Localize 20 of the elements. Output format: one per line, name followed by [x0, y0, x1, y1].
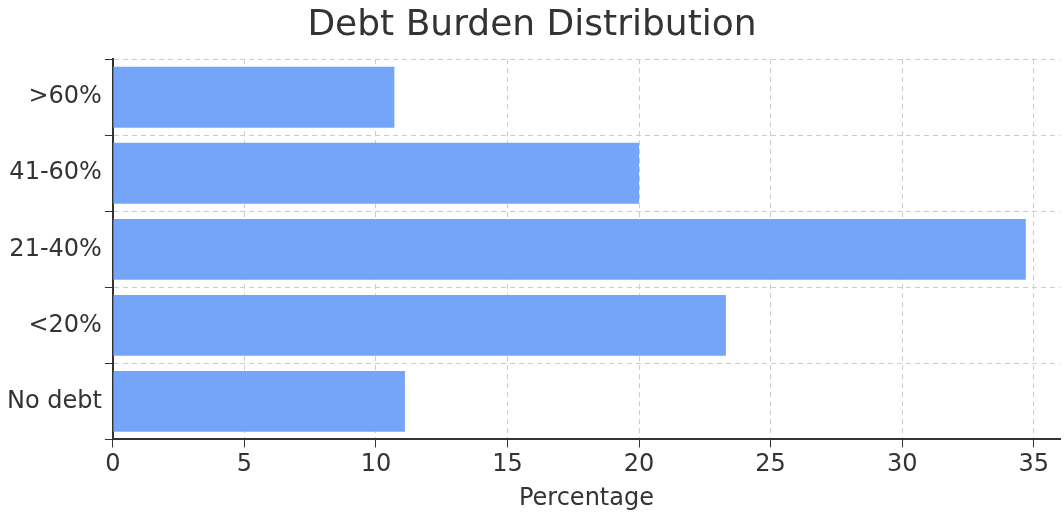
x-tick-label: 20	[623, 449, 655, 478]
bar	[113, 66, 395, 128]
x-tick-label: 25	[755, 449, 786, 478]
x-tick-label: 0	[105, 449, 121, 478]
x-tick-label: 30	[886, 449, 918, 478]
y-tick-label: <20%	[28, 309, 102, 338]
x-tick-label: 10	[360, 449, 392, 478]
y-tick-label: >60%	[28, 81, 102, 110]
y-tick-label: 41-60%	[9, 157, 102, 186]
x-tick-label: 15	[492, 449, 523, 478]
bar	[113, 142, 640, 204]
chart-title: Debt Burden Distribution	[307, 1, 757, 43]
y-tick-label: 21-40%	[9, 233, 102, 262]
bar	[113, 370, 405, 432]
bar	[113, 218, 1026, 280]
x-axis-title: Percentage	[518, 482, 654, 511]
x-tick-label: 35	[1018, 449, 1049, 478]
y-tick-label: No debt	[6, 385, 102, 414]
x-tick-label: 5	[236, 449, 253, 478]
bar	[113, 294, 726, 356]
